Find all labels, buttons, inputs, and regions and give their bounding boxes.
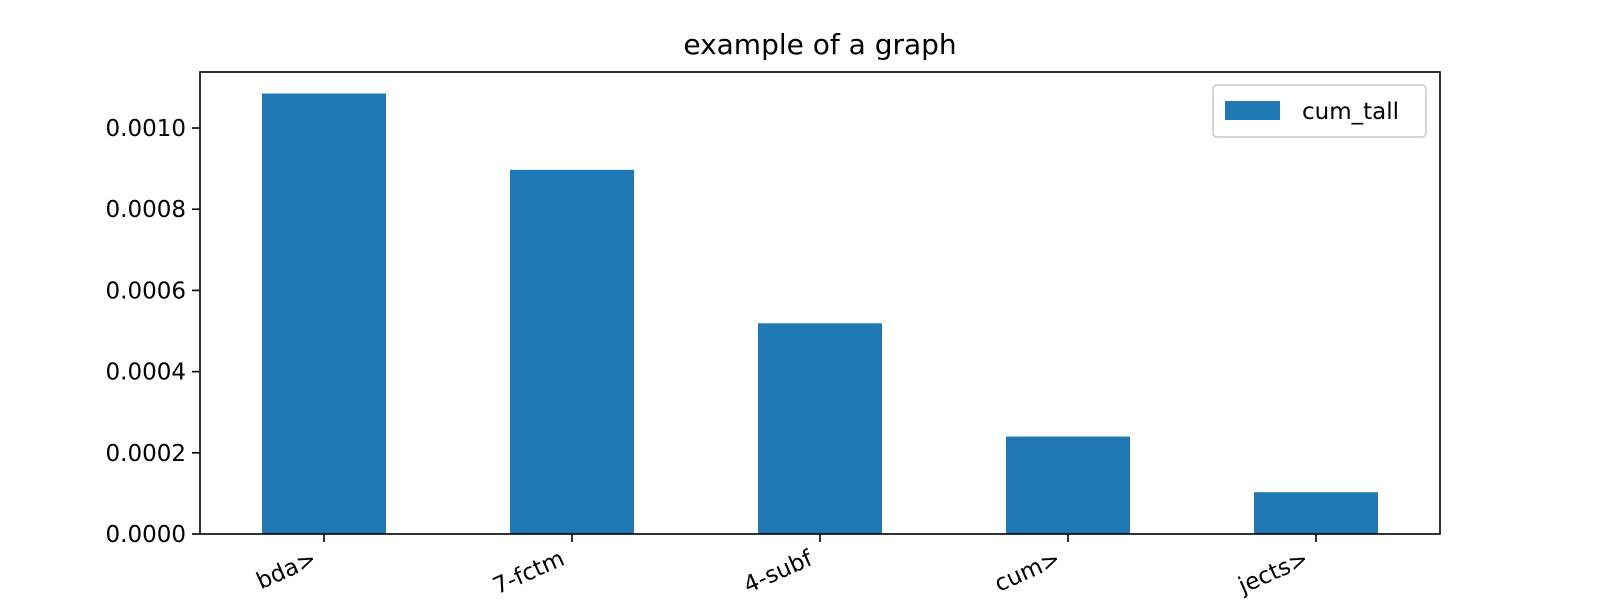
y-tick-label-4: 0.0008 — [106, 197, 186, 223]
bars-layer — [262, 93, 1378, 534]
x-tick-label-0: bda> — [253, 546, 321, 595]
x-tick-label-3: cum> — [991, 546, 1065, 598]
plot-frame — [199, 71, 1441, 535]
y-axis: 0.0000 0.0002 0.0004 0.0006 0.0008 0.0010 — [106, 116, 200, 548]
y-tick-label-3: 0.0006 — [106, 278, 186, 304]
bar-1 — [510, 169, 634, 534]
legend: cum_tall — [1212, 84, 1427, 138]
chart-title: example of a graph — [683, 28, 956, 61]
bar-3 — [1006, 436, 1130, 534]
bar-2 — [758, 323, 882, 534]
legend-label: cum_tall — [1302, 99, 1399, 125]
bar-0 — [262, 93, 386, 534]
x-axis: bda> 7-fctm 4-subf cum> jects> — [253, 534, 1317, 600]
y-tick-label-1: 0.0002 — [106, 441, 186, 467]
y-tick-label-5: 0.0010 — [106, 116, 186, 142]
legend-box — [1212, 84, 1427, 138]
y-tick-label-2: 0.0004 — [106, 360, 186, 386]
y-tick-label-0: 0.0000 — [106, 522, 186, 548]
legend-swatch — [1225, 101, 1280, 120]
bar-4 — [1254, 492, 1378, 534]
x-tick-label-1: 7-fctm — [489, 546, 568, 600]
x-tick-label-2: 4-subf — [740, 545, 817, 598]
x-tick-label-4: jects> — [1234, 546, 1313, 600]
